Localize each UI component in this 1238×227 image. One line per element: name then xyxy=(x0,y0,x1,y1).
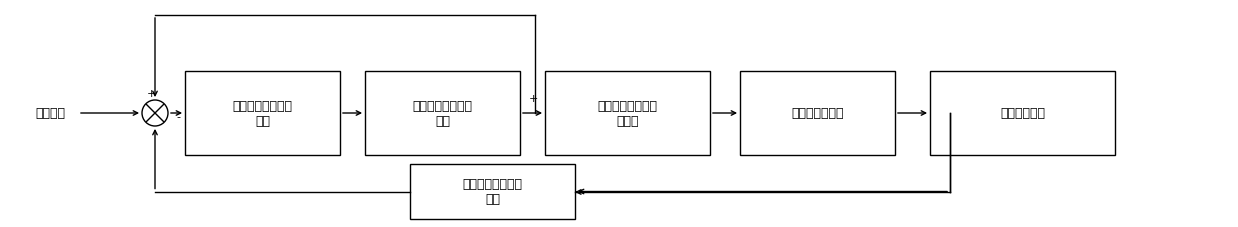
Bar xyxy=(410,164,574,219)
Text: 评价指标: 评价指标 xyxy=(35,107,66,120)
Text: 信号配时方案优化
程序: 信号配时方案优化 程序 xyxy=(233,100,292,127)
Bar xyxy=(184,72,340,155)
Text: -: - xyxy=(176,111,180,121)
Bar xyxy=(930,72,1115,155)
Text: +: + xyxy=(529,94,537,104)
Text: +: + xyxy=(146,89,156,99)
Text: 排队长度、车头时
距评价: 排队长度、车头时 距评价 xyxy=(598,100,657,127)
Text: 信号配时方案评价
结果: 信号配时方案评价 结果 xyxy=(463,178,522,206)
Bar xyxy=(545,72,711,155)
Bar xyxy=(365,72,520,155)
Text: 输出评价结果: 输出评价结果 xyxy=(1000,107,1045,120)
Bar xyxy=(740,72,895,155)
Text: 优化后的信号配时
方案: 优化后的信号配时 方案 xyxy=(412,100,473,127)
Text: 交叉口平均延误: 交叉口平均延误 xyxy=(791,107,844,120)
